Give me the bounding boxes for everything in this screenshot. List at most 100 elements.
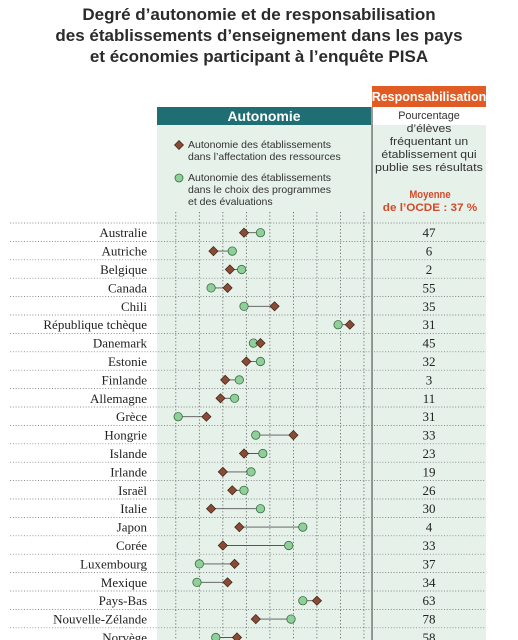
chart-title-line: Degré d’autonomie et de responsabilisati…	[82, 5, 436, 24]
table-row: Canada 55	[10, 277, 486, 295]
curriculum-point	[227, 246, 237, 256]
curriculum-point	[237, 264, 247, 275]
chart-title-line: des établissements d’enseignement dans l…	[55, 26, 463, 45]
table-row: Danemark 45	[10, 333, 486, 351]
resources-point	[344, 319, 355, 330]
chart-title-line: et économies participant à l’enquête PIS…	[89, 47, 429, 66]
percent-value: 37	[423, 556, 437, 571]
accountability-note-line: fréquentant un	[390, 136, 468, 148]
resources-point	[222, 577, 233, 588]
table-row: Japon 4	[10, 517, 486, 535]
resources-point	[231, 632, 243, 640]
table-row: Irlande 19	[10, 461, 486, 479]
curriculum-point	[333, 320, 343, 330]
country-label: Belgique	[100, 262, 147, 277]
resources-point	[224, 264, 235, 275]
country-label: Islande	[109, 446, 147, 461]
country-label: Nouvelle-Zélande	[53, 612, 147, 627]
country-label: République tchèque	[43, 317, 147, 332]
table-row: Italie 30	[10, 498, 486, 516]
country-label: Australie	[99, 225, 147, 240]
percent-value: 32	[423, 354, 436, 369]
legend-curriculum-label: dans le choix des programmes	[188, 184, 331, 196]
accountability-header	[372, 86, 486, 107]
autonomy-header	[157, 107, 371, 125]
autonomy-header-label: Autonomie	[227, 108, 300, 124]
table-row: Pays-Bas 63	[10, 590, 486, 608]
percent-value: 35	[423, 299, 436, 314]
curriculum-point	[211, 632, 221, 640]
country-label: Pays-Bas	[99, 593, 147, 608]
percent-value: 47	[423, 225, 437, 240]
country-label: Estonie	[108, 354, 147, 369]
table-row: Mexique 34	[10, 572, 486, 590]
percent-value: 4	[426, 520, 433, 535]
percent-value: 2	[426, 262, 433, 277]
grid	[175, 107, 373, 640]
legend-resources-label: Autonomie des établissements	[188, 139, 331, 151]
percent-value: 19	[423, 464, 436, 479]
resources-point	[269, 301, 280, 312]
percent-value: 63	[423, 593, 436, 608]
percent-value: 33	[423, 428, 436, 443]
percent-value: 78	[423, 612, 436, 627]
legend-resources-label: dans l’affectation des ressources	[188, 151, 341, 163]
resources-point	[238, 448, 250, 459]
resources-point	[208, 246, 219, 257]
table-row: Australie 47	[10, 222, 486, 240]
resources-point	[241, 356, 252, 367]
curriculum-point	[230, 393, 240, 403]
country-label: Allemagne	[90, 391, 147, 406]
table-row: Grèce 31	[10, 406, 486, 424]
resources-point	[311, 595, 323, 606]
curriculum-point	[251, 430, 261, 440]
curriculum-point	[192, 577, 202, 587]
resources-point	[220, 374, 231, 385]
curriculum-point	[206, 283, 216, 293]
table-row: Israël 26	[10, 480, 486, 498]
accountability-note-line: d’élèves	[407, 123, 452, 135]
table-row: Finlande 3	[10, 369, 486, 387]
curriculum-point	[284, 540, 294, 551]
curriculum-point	[234, 375, 244, 385]
percent-value: 3	[426, 372, 433, 387]
country-label: Canada	[108, 280, 147, 295]
resources-point	[215, 393, 226, 404]
table-row: Chili 35	[10, 296, 486, 314]
table-row: Islande 23	[10, 443, 486, 461]
country-label: Chili	[121, 299, 147, 314]
resources-point	[217, 540, 228, 551]
table-row: Allemagne 11	[10, 388, 486, 406]
chart-headers: Autonomie Responsabilisation Pourcentaged’…	[157, 86, 486, 214]
accountability-note-line: Pourcentage	[398, 110, 460, 122]
accountability-header-label: Responsabilisation	[372, 90, 487, 104]
percent-value: 45	[423, 336, 436, 351]
table-row: République tchèque 31	[10, 314, 486, 332]
chart-title: Degré d’autonomie et de responsabilisati…	[0, 4, 518, 67]
table-row: Nouvelle-Zélande 78	[10, 609, 486, 627]
resources-point	[205, 503, 217, 514]
percent-value: 58	[423, 630, 436, 640]
legend-circle-marker	[174, 173, 184, 183]
table-row: Corée 33	[10, 535, 486, 553]
country-label: Italie	[120, 501, 147, 516]
curriculum-point	[255, 228, 266, 238]
country-label: Japon	[117, 520, 148, 535]
oecd-average-label: Moyenne	[409, 189, 450, 201]
country-label: Norvège	[102, 630, 147, 640]
curriculum-point	[258, 448, 268, 459]
country-label: Hongrie	[104, 428, 147, 443]
percent-value: 6	[426, 244, 433, 259]
curriculum-point	[255, 504, 266, 514]
curriculum-point	[255, 356, 266, 367]
percent-value: 26	[423, 483, 437, 498]
percent-value: 55	[423, 280, 436, 295]
resources-point	[217, 466, 228, 477]
table-row: Autriche 6	[10, 241, 486, 259]
country-label: Autriche	[102, 244, 148, 259]
oecd-average-label: de l’OCDE : 37 %	[383, 202, 478, 214]
country-label: Irlande	[110, 464, 147, 479]
resources-point	[288, 430, 299, 441]
